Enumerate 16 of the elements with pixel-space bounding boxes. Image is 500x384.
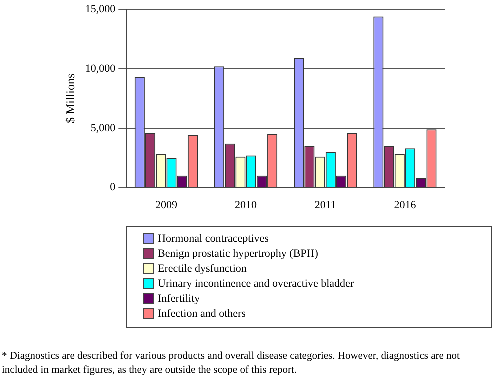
legend-label: Infection and others [158, 308, 246, 320]
legend-label: Urinary incontinence and overactive bladder [158, 278, 354, 290]
legend-label: Infertility [158, 292, 200, 304]
y-axis-title: $ Millions [63, 74, 78, 124]
text: * Diagnostics are described for various products and overall disease categories. However, diagnostics are not included in market figures, as they are outside the scope of this report. [2, 350, 461, 378]
y-tick-label: 5,000 [90, 122, 116, 134]
x-tick-label: 2009 [155, 199, 178, 212]
legend-label: Erectile dysfunction [158, 262, 247, 274]
x-tick-label: 2011 [314, 199, 336, 212]
legend-label: Hormonal contraceptives [158, 232, 269, 244]
y-tick-label: 15,000 [85, 3, 116, 16]
legend-label: Benign prostatic hypertrophy (BPH) [158, 248, 318, 260]
x-tick-label: 2016 [394, 199, 417, 212]
y-tick-label: 0 [110, 182, 116, 194]
x-tick-label: 2010 [235, 199, 258, 212]
y-tick-label: 10,000 [85, 62, 116, 75]
